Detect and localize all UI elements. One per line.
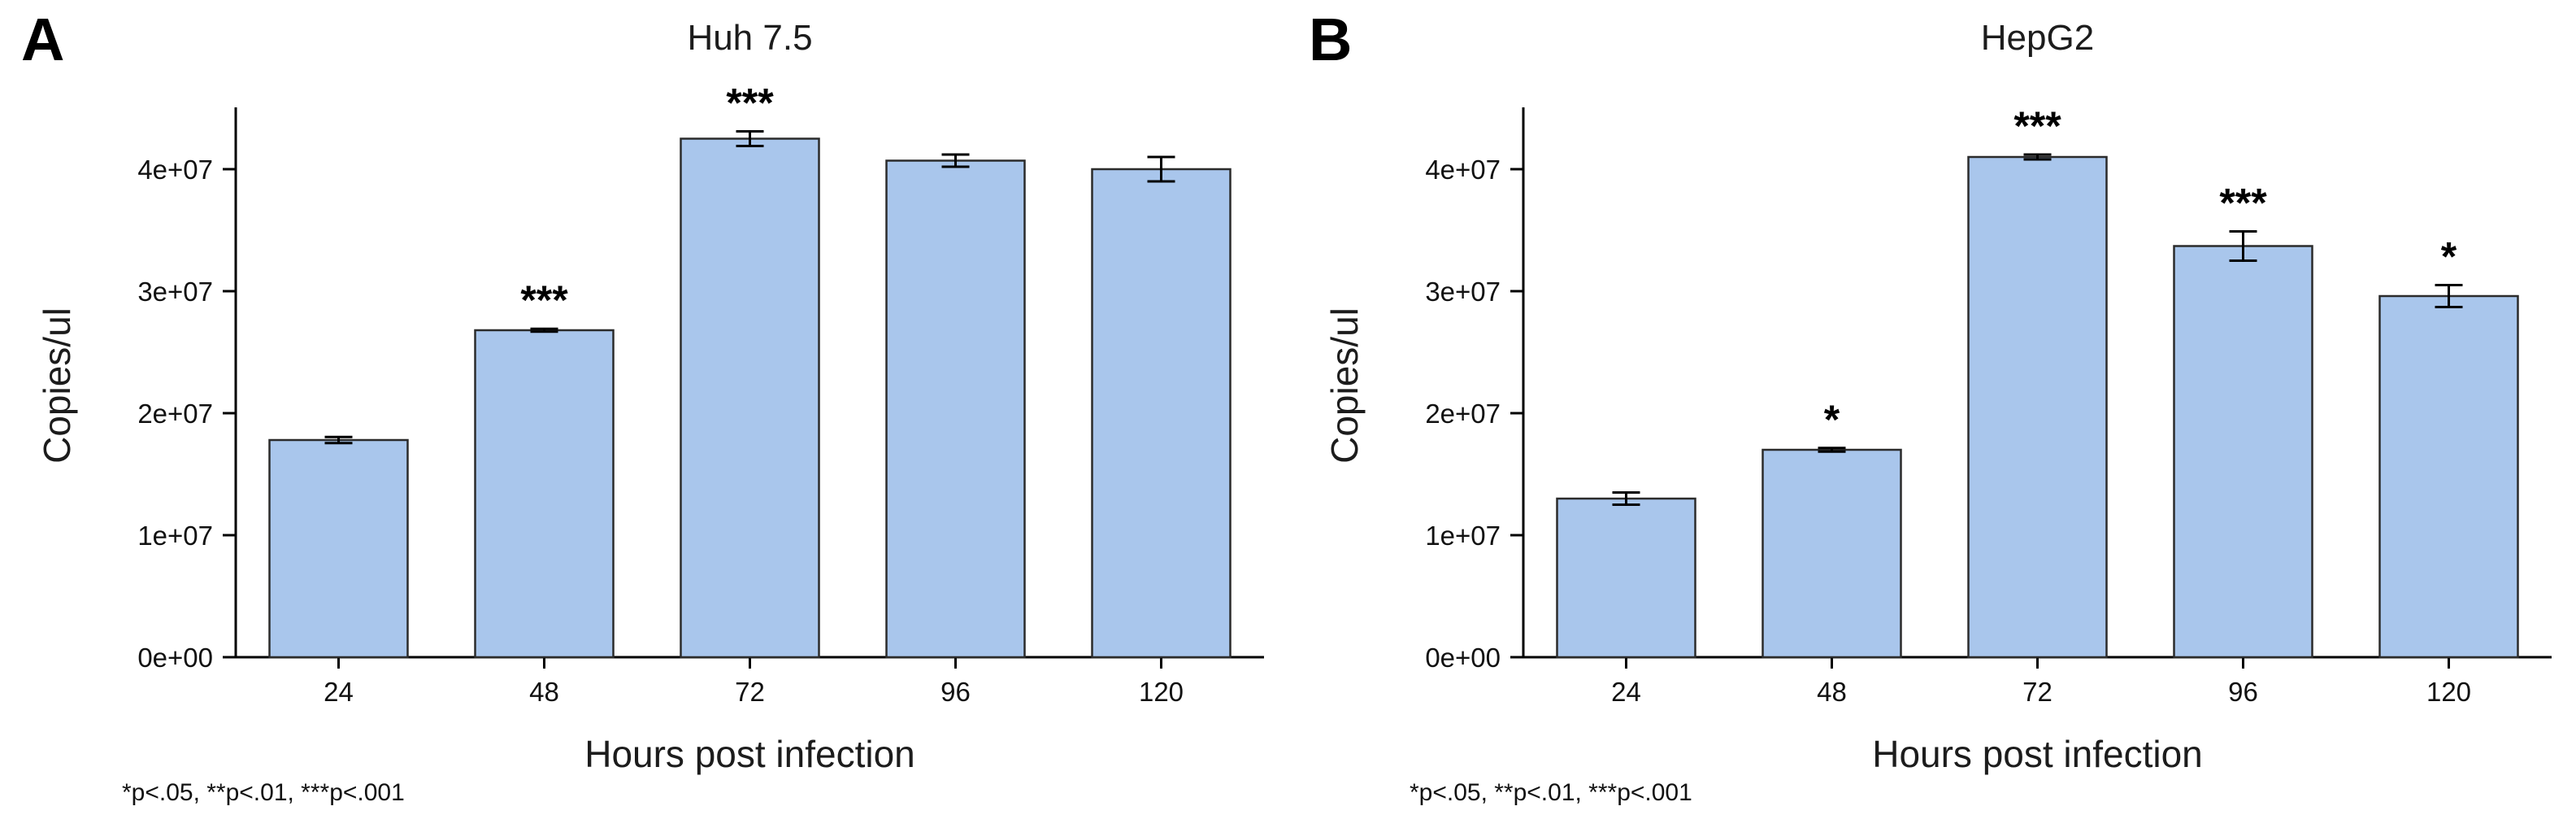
panel-a: A Huh 7.5 Copies/ul 0e+00 1e+07 2e+07 3e+07… <box>21 6 1264 806</box>
svg-text:96: 96 <box>2228 677 2258 707</box>
svg-text:*: * <box>2441 234 2457 280</box>
svg-text:*: * <box>1824 397 1840 442</box>
panel-b: B HepG2 Copies/ul 0e+00 1e+07 2e+07 3e+07 4e… <box>1288 0 2575 828</box>
svg-text:0e+00: 0e+00 <box>1425 643 1501 673</box>
svg-text:***: *** <box>2013 103 2061 149</box>
panel-b-x-axis-label: Hours post infection <box>1872 733 2203 775</box>
svg-text:2e+07: 2e+07 <box>137 399 213 429</box>
svg-text:4e+07: 4e+07 <box>1425 155 1501 185</box>
svg-text:1e+07: 1e+07 <box>1425 521 1501 551</box>
panel-a-title: Huh 7.5 <box>687 18 813 58</box>
svg-text:2e+07: 2e+07 <box>1425 399 1501 429</box>
svg-text:0e+00: 0e+00 <box>137 643 213 673</box>
svg-text:24: 24 <box>324 677 354 707</box>
svg-text:48: 48 <box>529 677 559 707</box>
panel-a-significance-footnote: *p<.05, **p<.01, ***p<.001 <box>122 779 405 806</box>
svg-text:48: 48 <box>1817 677 1847 707</box>
svg-text:120: 120 <box>1139 677 1184 707</box>
svg-text:3e+07: 3e+07 <box>1425 277 1501 307</box>
svg-text:***: *** <box>520 277 568 323</box>
svg-text:***: *** <box>726 81 774 126</box>
panel-a-label: A <box>21 6 66 73</box>
panel-b-significance-footnote: *p<.05, **p<.01, ***p<.001 <box>1410 779 1692 806</box>
panel-a-x-axis-label: Hours post infection <box>584 733 915 775</box>
panel-b-title: HepG2 <box>1980 18 2095 58</box>
svg-text:***: *** <box>2219 181 2267 226</box>
svg-text:24: 24 <box>1611 677 1641 707</box>
panel-b-label: B <box>1309 6 1353 73</box>
svg-text:96: 96 <box>940 677 971 707</box>
svg-text:120: 120 <box>2426 677 2471 707</box>
svg-text:3e+07: 3e+07 <box>137 277 213 307</box>
svg-text:72: 72 <box>2022 677 2053 707</box>
svg-text:1e+07: 1e+07 <box>137 521 213 551</box>
svg-text:72: 72 <box>735 677 765 707</box>
svg-text:4e+07: 4e+07 <box>137 155 213 185</box>
chart-canvas: 0e+00 1e+07 2e+07 3e+07 4e+07 24 48 *** 72 *** 96 1… <box>137 81 1264 707</box>
